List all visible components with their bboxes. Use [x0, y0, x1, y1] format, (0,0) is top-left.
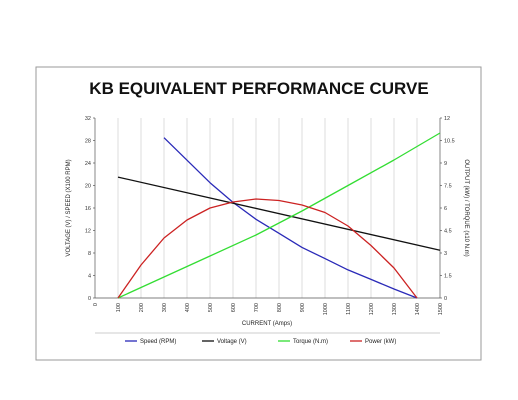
x-tick-label: 1300: [392, 303, 398, 315]
y-left-tick-label: 28: [85, 139, 91, 145]
y-right-tick-label: 4.5: [444, 229, 452, 235]
y-axis-right-label: OUTPUT (kW) / TORQUE (x10 N.m): [463, 159, 469, 256]
y-right-tick-label: 1.5: [444, 274, 452, 280]
x-tick-label: 100: [116, 303, 122, 312]
y-left-tick-label: 24: [85, 161, 91, 167]
x-tick-label: 300: [162, 303, 168, 312]
tick-labels: 0 100 200 300 400 500 600 700 800 900 1000 1100 1200…: [85, 116, 455, 315]
series-line-power-kw: [117, 198, 418, 299]
x-tick-label: 1100: [346, 303, 352, 315]
series: [117, 132, 441, 299]
y-left-tick-label: 0: [88, 296, 91, 302]
x-tick-label: 600: [231, 303, 237, 312]
y-right-tick-label: 3: [444, 251, 447, 257]
legend-label-power-kw: Power (kW): [365, 339, 396, 345]
x-tick-label: 700: [254, 303, 260, 312]
x-tick-label: 1400: [415, 303, 421, 315]
series-line-voltage-v: [117, 176, 441, 251]
y-left-tick-label: 32: [85, 116, 91, 122]
series-line-torque-n-m: [117, 132, 441, 299]
legend: Speed (RPM) Voltage (V) Torque (N.m) Power …: [125, 339, 396, 345]
y-left-tick-label: 16: [85, 206, 91, 212]
series-line-speed-rpm: [163, 137, 418, 299]
y-right-tick-label: 9: [444, 161, 447, 167]
x-tick-label: 400: [185, 303, 191, 312]
y-right-tick-label: 7.5: [444, 184, 452, 190]
y-axis-left-label: VOLTAGE (V) / SPEED (X100 RPM): [66, 159, 72, 256]
x-tick-label: 500: [208, 303, 214, 312]
legend-label-voltage-v: Voltage (V): [217, 339, 247, 345]
legend-label-speed-rpm: Speed (RPM): [140, 339, 176, 345]
y-right-tick-label: 12: [444, 116, 450, 122]
y-left-tick-label: 12: [85, 229, 91, 235]
x-tick-label: 800: [277, 303, 283, 312]
chart-frame: [35, 66, 482, 361]
x-tick-label: 1500: [438, 303, 444, 315]
x-tick-label: 0: [93, 303, 99, 306]
y-left-tick-label: 8: [88, 251, 91, 257]
y-right-tick-label: 0: [444, 296, 447, 302]
y-left-tick-label: 4: [88, 274, 91, 280]
chart-title: KB EQUIVALENT PERFORMANCE CURVE: [89, 79, 428, 98]
x-tick-label: 900: [300, 303, 306, 312]
x-tick-label: 200: [139, 303, 145, 312]
y-left-tick-label: 20: [85, 184, 91, 190]
legend-label-torque-n-m: Torque (N.m): [293, 339, 328, 345]
x-axis-label: CURRENT (Amps): [242, 321, 292, 327]
x-tick-label: 1000: [323, 303, 329, 315]
x-tick-label: 1200: [369, 303, 375, 315]
grid: [117, 118, 418, 298]
y-right-tick-label: 10.5: [444, 139, 455, 145]
y-right-tick-label: 6: [444, 206, 447, 212]
